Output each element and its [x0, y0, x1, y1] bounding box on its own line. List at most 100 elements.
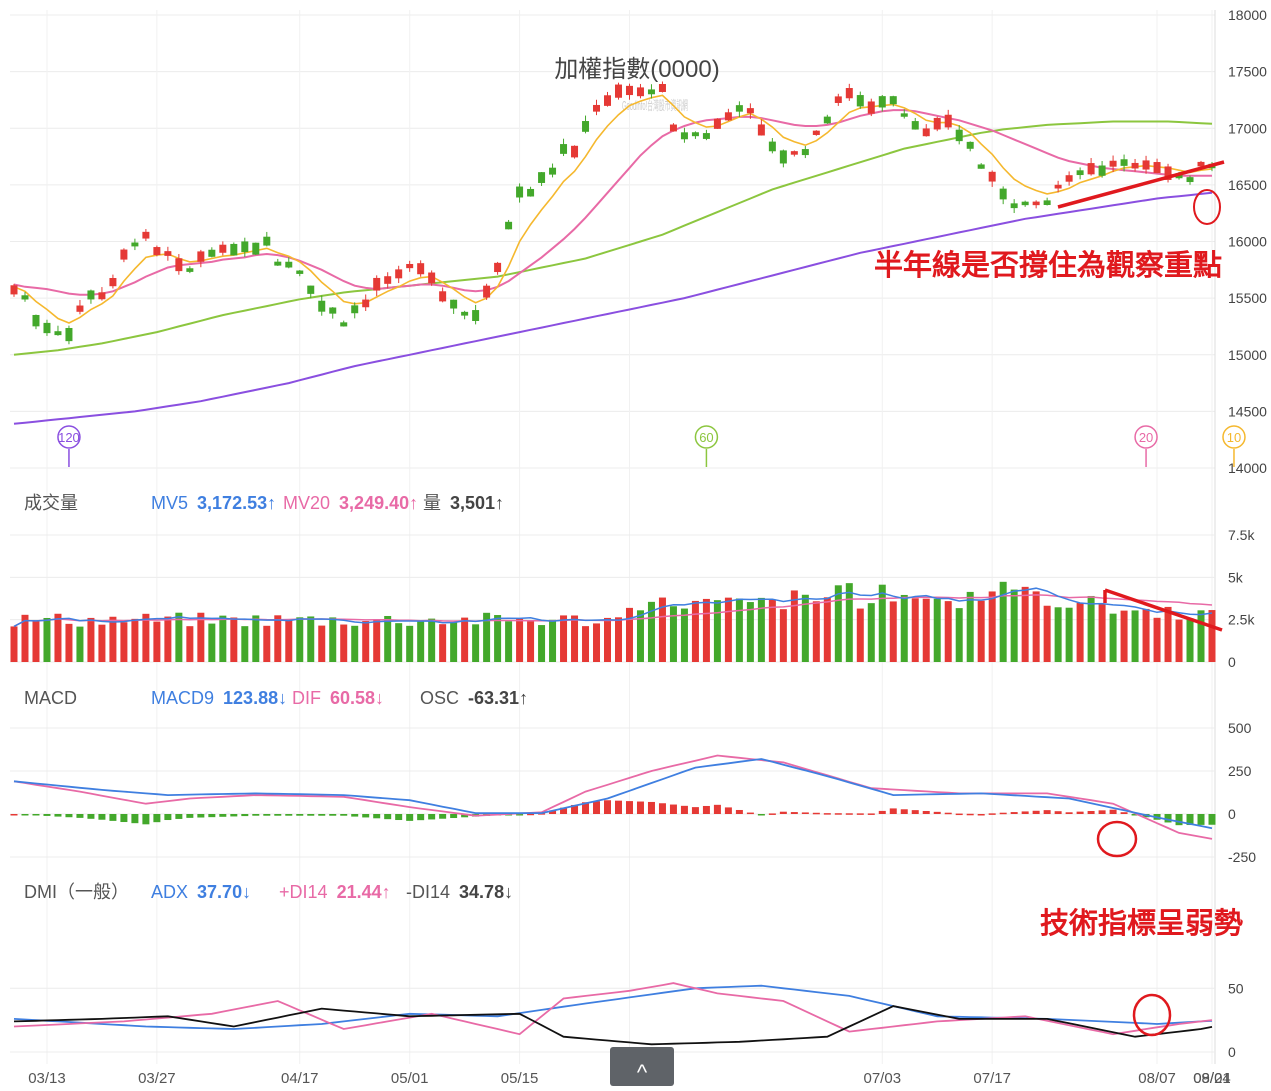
candle — [373, 275, 381, 297]
macd-osc-bar — [87, 814, 95, 819]
candle — [10, 283, 18, 297]
ma-marker-120: 120 — [57, 425, 81, 467]
candle — [1186, 175, 1194, 185]
macd-osc-bar — [208, 814, 216, 818]
candle — [1153, 158, 1161, 174]
candle-body — [285, 261, 293, 268]
candle-body — [538, 172, 546, 183]
macd-osc-bar — [735, 809, 743, 814]
price-y-tick: 15000 — [1228, 347, 1267, 363]
macd-osc-bar — [241, 814, 249, 817]
candle — [933, 116, 941, 132]
candle-body — [362, 299, 370, 308]
macd-osc-bar — [647, 801, 655, 814]
macd-osc-bar — [439, 814, 447, 819]
candle — [944, 109, 952, 130]
candle — [812, 130, 820, 136]
candle — [384, 272, 392, 289]
macd-osc-bar — [658, 803, 666, 814]
volume-bar — [131, 618, 139, 662]
macd-y-tick: 500 — [1228, 720, 1252, 736]
macd-osc-bar — [43, 814, 51, 816]
candle-body — [1109, 160, 1117, 167]
volume-bar — [1054, 607, 1062, 662]
candle-body — [351, 305, 359, 314]
volume-bar — [384, 615, 392, 662]
volume-bar — [911, 598, 919, 662]
volume-bar — [812, 601, 820, 662]
macd-osc-bar — [285, 814, 293, 816]
candle — [142, 229, 150, 242]
volume-bar — [933, 598, 941, 662]
macd-osc-bar — [428, 814, 436, 820]
candle — [1197, 160, 1205, 167]
candle — [21, 291, 29, 302]
x-tick-label: 05/01 — [391, 1070, 429, 1086]
candle — [230, 242, 238, 256]
candle-body — [1010, 203, 1018, 209]
volume-bar — [439, 624, 447, 662]
macd-osc-bar — [691, 807, 699, 814]
macd-legend-dif: DIF 60.58↓ — [292, 688, 384, 708]
volume-bar — [1043, 605, 1051, 662]
candle-body — [911, 121, 919, 130]
candle — [439, 287, 447, 303]
volume-bar — [1131, 610, 1139, 662]
volume-bar — [669, 606, 677, 662]
candle-body — [428, 272, 436, 284]
candle-body — [614, 84, 622, 98]
x-tick-label: 07/03 — [864, 1070, 902, 1086]
ma-marker-label: 10 — [1227, 430, 1241, 445]
volume-bar — [801, 594, 809, 662]
macd-osc-bar — [1043, 810, 1051, 814]
volume-bar — [32, 621, 40, 662]
dmi-legend-adx-value: 37.70↓ — [197, 882, 251, 902]
macd-osc-bar — [186, 814, 194, 818]
macd-osc-bar — [1197, 814, 1205, 825]
candle-body — [21, 295, 29, 300]
macd-osc-bar — [746, 812, 754, 815]
candle-body — [735, 105, 743, 112]
candle-body — [889, 96, 897, 105]
candle — [461, 310, 469, 320]
candle — [713, 118, 721, 129]
candle-body — [933, 117, 941, 130]
candle — [757, 119, 765, 136]
dmi-mdi-line — [13, 1005, 1213, 1046]
candle — [340, 320, 348, 327]
candle — [680, 127, 688, 143]
volume-bar — [1109, 613, 1117, 662]
macd-osc-bar — [153, 814, 161, 823]
macd-legend-osc: OSC -63.31↑ — [420, 688, 528, 708]
candle — [658, 81, 666, 93]
volume-legend-vol: 量 3,501↑ — [423, 493, 504, 513]
volume-mv20-line — [13, 594, 1213, 628]
dmi-legend-adx-name: ADX — [151, 882, 188, 902]
volume-bar — [1076, 602, 1084, 662]
macd-osc-bar — [329, 814, 337, 816]
dmi-legend-pdi: +DI14 21.44↑ — [279, 882, 391, 902]
candle-body — [1076, 170, 1084, 176]
macd-osc-bar — [625, 801, 633, 814]
candle-body — [76, 305, 84, 312]
volume-bar — [680, 608, 688, 662]
macd-osc-bar — [219, 814, 227, 817]
scroll-top-button[interactable]: ^ — [610, 1047, 674, 1086]
volume-bar — [1065, 607, 1073, 662]
candle — [153, 245, 161, 257]
ma-marker-10: 10 — [1222, 425, 1246, 467]
candle-body — [439, 291, 447, 302]
volume-bar — [109, 616, 117, 662]
macd-osc-bar — [98, 814, 106, 820]
volume-legend-mv5: MV5 3,172.53↑ — [151, 493, 276, 513]
macd-label: MACD — [24, 688, 77, 708]
candle — [516, 183, 524, 203]
candle — [472, 304, 480, 325]
macd-osc-bar — [197, 814, 205, 818]
candle — [1076, 167, 1084, 180]
macd-signal-line — [13, 758, 1213, 830]
candle-body — [560, 144, 568, 154]
ma-marker-circle — [694, 425, 719, 449]
candle-body — [417, 263, 425, 275]
candle-body — [647, 89, 655, 95]
